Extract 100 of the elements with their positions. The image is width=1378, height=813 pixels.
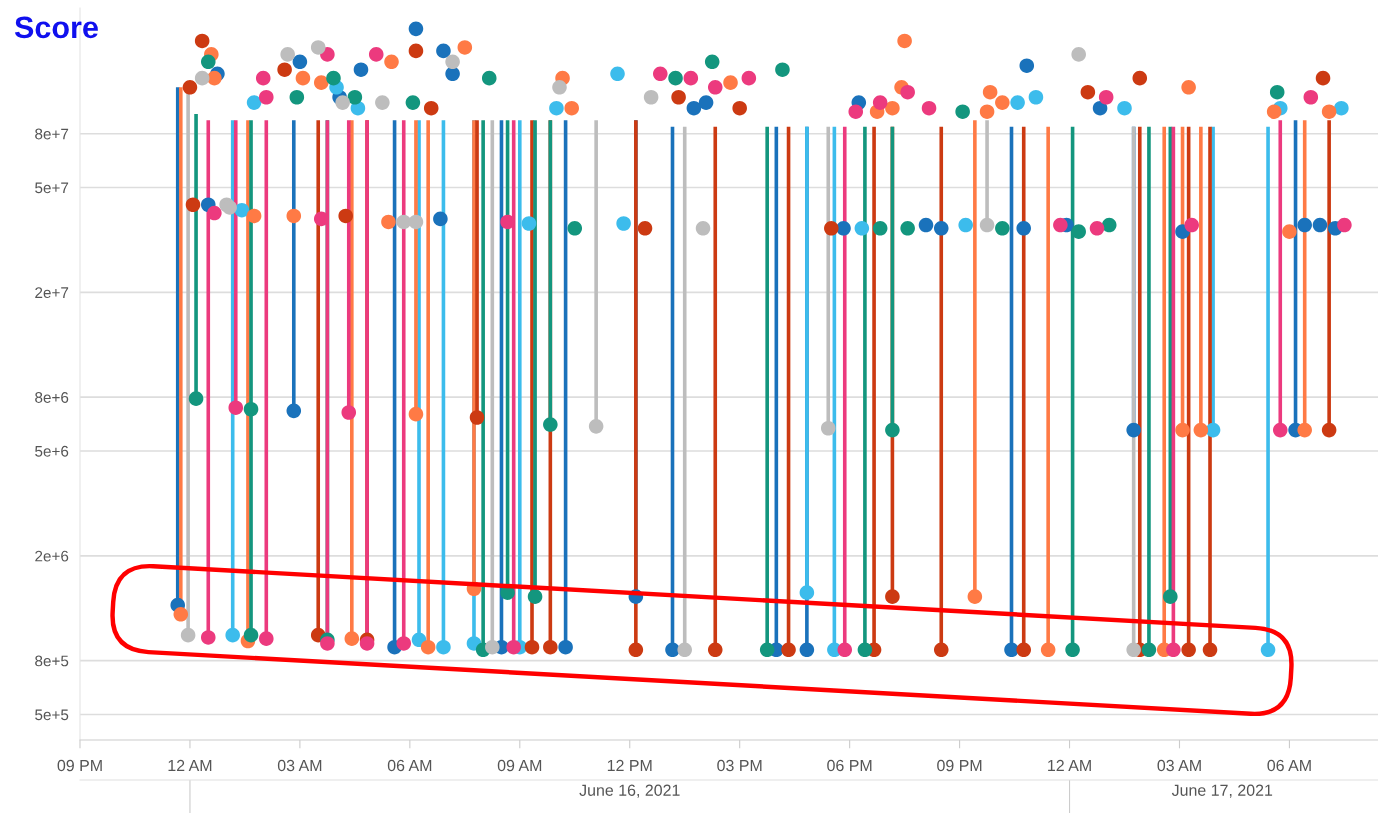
point bbox=[775, 62, 790, 77]
point bbox=[1205, 422, 1221, 438]
point bbox=[885, 422, 900, 438]
y-tick-label: 8e+6 bbox=[35, 392, 69, 403]
point bbox=[338, 208, 353, 224]
point bbox=[885, 589, 900, 604]
point bbox=[695, 221, 711, 236]
point bbox=[313, 75, 329, 90]
point bbox=[1303, 89, 1319, 105]
point bbox=[1089, 221, 1105, 236]
point bbox=[457, 40, 473, 55]
point bbox=[665, 642, 680, 658]
x-tick-label: 12 PM bbox=[607, 759, 652, 772]
x-tick-label: 12 AM bbox=[168, 759, 212, 772]
point bbox=[1175, 422, 1190, 438]
y-tick-label: 5e+7 bbox=[35, 182, 69, 194]
point bbox=[259, 89, 274, 105]
point bbox=[436, 639, 451, 655]
point bbox=[848, 104, 864, 119]
point bbox=[341, 405, 357, 420]
point bbox=[732, 100, 747, 116]
point bbox=[353, 62, 369, 77]
point bbox=[677, 642, 692, 658]
point bbox=[1071, 47, 1086, 62]
point bbox=[310, 40, 326, 55]
point bbox=[524, 639, 540, 655]
point bbox=[259, 631, 274, 646]
point bbox=[433, 211, 448, 227]
point bbox=[1184, 217, 1199, 233]
point bbox=[1053, 217, 1068, 233]
point bbox=[1016, 642, 1032, 658]
x-tick-label: 03 AM bbox=[277, 759, 322, 772]
chart-title: Score bbox=[14, 16, 98, 39]
point bbox=[1080, 84, 1096, 100]
point bbox=[933, 221, 949, 236]
point bbox=[225, 627, 240, 643]
point bbox=[857, 642, 873, 658]
point bbox=[1269, 84, 1285, 100]
point bbox=[280, 47, 295, 62]
point bbox=[347, 89, 363, 105]
y-tick-label: 2e+7 bbox=[35, 287, 69, 299]
point bbox=[527, 589, 543, 604]
point bbox=[228, 400, 244, 415]
x-tick-label: 06 AM bbox=[1267, 759, 1311, 772]
point bbox=[207, 70, 222, 86]
point bbox=[979, 217, 995, 233]
point bbox=[359, 636, 375, 651]
point bbox=[921, 100, 937, 116]
point bbox=[610, 66, 625, 82]
point bbox=[295, 70, 311, 86]
point bbox=[837, 642, 853, 658]
point bbox=[200, 630, 216, 645]
point bbox=[188, 391, 204, 406]
point bbox=[885, 100, 900, 116]
point bbox=[1004, 642, 1019, 658]
point bbox=[485, 639, 500, 655]
point bbox=[564, 100, 579, 116]
point bbox=[741, 70, 757, 86]
point bbox=[872, 95, 888, 110]
point bbox=[375, 95, 390, 110]
point bbox=[707, 642, 723, 658]
point bbox=[384, 54, 399, 70]
point bbox=[1016, 221, 1032, 236]
point bbox=[1312, 217, 1328, 233]
point bbox=[344, 631, 360, 646]
point bbox=[335, 95, 350, 110]
point bbox=[653, 66, 668, 82]
point bbox=[481, 70, 497, 86]
point bbox=[799, 642, 815, 658]
point bbox=[1321, 104, 1337, 119]
point bbox=[286, 208, 302, 224]
point bbox=[1101, 217, 1117, 233]
x-tick-label: 12 AM bbox=[1048, 759, 1091, 772]
point bbox=[246, 95, 262, 110]
point bbox=[521, 216, 537, 231]
point bbox=[1297, 422, 1312, 438]
point bbox=[396, 636, 412, 651]
y-tick-label: 5e+5 bbox=[35, 709, 69, 721]
point bbox=[182, 80, 198, 95]
point bbox=[320, 636, 335, 651]
point bbox=[1260, 642, 1276, 658]
y-tick-label: 8e+5 bbox=[35, 655, 69, 667]
point bbox=[637, 221, 653, 236]
point bbox=[396, 214, 412, 230]
point bbox=[918, 217, 934, 233]
point bbox=[552, 80, 567, 95]
point bbox=[955, 104, 970, 119]
point bbox=[1297, 217, 1312, 233]
point bbox=[1098, 89, 1114, 105]
point bbox=[995, 221, 1010, 236]
point bbox=[420, 639, 436, 655]
point bbox=[1019, 58, 1035, 73]
point bbox=[194, 33, 210, 49]
point bbox=[381, 214, 396, 230]
point bbox=[436, 43, 451, 59]
point bbox=[781, 642, 796, 658]
point bbox=[506, 639, 521, 655]
y-tick-label: 2e+6 bbox=[35, 550, 69, 562]
point bbox=[707, 80, 723, 95]
point bbox=[194, 70, 210, 86]
